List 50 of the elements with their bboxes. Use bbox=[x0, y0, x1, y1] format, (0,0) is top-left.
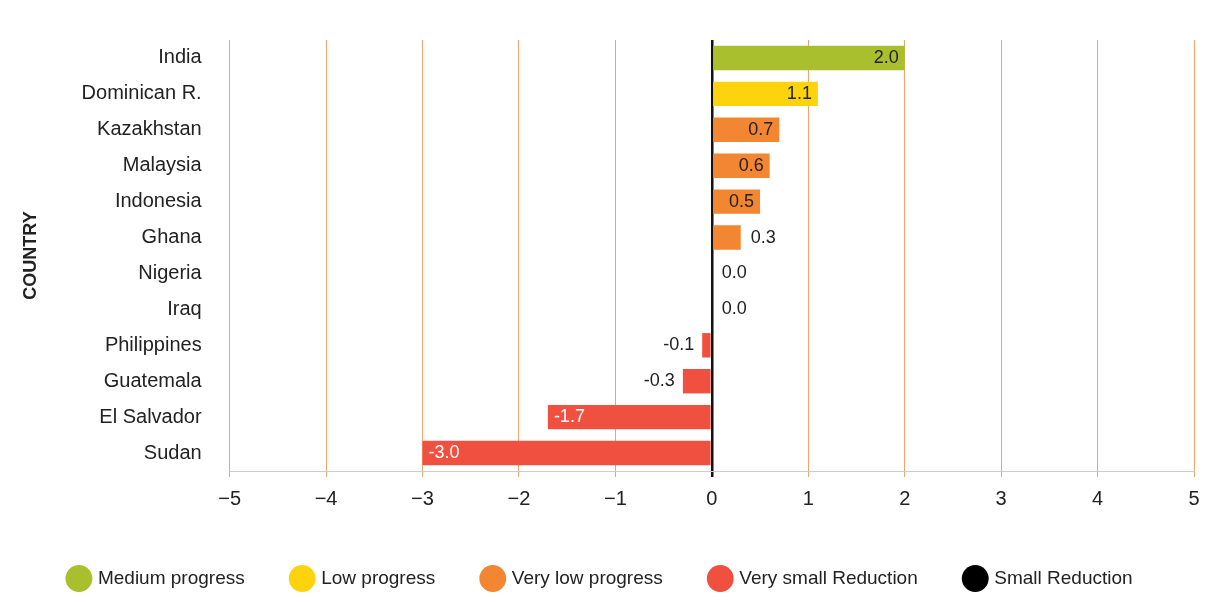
x-tick-label: −5 bbox=[218, 486, 242, 509]
bar bbox=[682, 369, 711, 394]
x-tick-label: −1 bbox=[603, 486, 627, 509]
x-tick-label: −2 bbox=[507, 486, 531, 509]
y-tick-label: Dominican R. bbox=[81, 81, 202, 104]
x-tick-label: 3 bbox=[995, 486, 1007, 509]
y-tick-label: India bbox=[158, 45, 203, 68]
x-tick-label: 2 bbox=[899, 486, 911, 509]
y-tick-label: El Salvador bbox=[99, 404, 202, 427]
legend-label: Very low progress bbox=[511, 566, 663, 588]
x-tick-label: 4 bbox=[1092, 486, 1104, 509]
bar bbox=[422, 440, 711, 466]
data-label: 2.0 bbox=[873, 46, 899, 67]
data-label: 0.3 bbox=[750, 226, 776, 247]
data-label: -3.0 bbox=[428, 442, 460, 463]
bar bbox=[713, 81, 818, 107]
legend-label: Low progress bbox=[321, 566, 436, 588]
x-tick-label: 1 bbox=[802, 486, 814, 509]
y-tick-label: Guatemala bbox=[103, 368, 203, 391]
y-tick-label: Ghana bbox=[141, 225, 203, 248]
legend-label: Small Reduction bbox=[994, 566, 1133, 588]
x-tick-label: −3 bbox=[411, 486, 434, 509]
legend-label: Medium progress bbox=[97, 566, 245, 588]
y-tick-label: Indonesia bbox=[114, 189, 203, 212]
data-label: -0.1 bbox=[663, 334, 695, 355]
y-axis-title: COUNTRY bbox=[19, 211, 40, 300]
x-tick-label: 5 bbox=[1188, 486, 1200, 509]
bar bbox=[713, 153, 770, 178]
data-label: 0.5 bbox=[729, 190, 755, 211]
x-tick-label: −4 bbox=[314, 486, 338, 509]
bar bbox=[713, 225, 741, 250]
y-tick-label: Malaysia bbox=[122, 153, 203, 176]
legend-label: Very small Reduction bbox=[739, 566, 918, 588]
y-tick-label: Kazakhstan bbox=[97, 117, 202, 140]
bar bbox=[702, 333, 711, 358]
data-label: 0.0 bbox=[721, 262, 747, 283]
y-tick-label: Iraq bbox=[167, 296, 202, 319]
data-label: 0.0 bbox=[721, 298, 747, 319]
data-label: -1.7 bbox=[553, 406, 585, 427]
data-label: 0.6 bbox=[738, 154, 764, 175]
bar bbox=[713, 45, 905, 71]
y-tick-label: Philippines bbox=[104, 332, 202, 355]
y-tick-label: Sudan bbox=[143, 440, 202, 463]
data-label: 0.7 bbox=[748, 118, 774, 139]
y-tick-label: Nigeria bbox=[138, 260, 203, 283]
bar bbox=[713, 117, 780, 142]
bar bbox=[547, 404, 711, 430]
data-label: -0.3 bbox=[643, 370, 675, 391]
x-tick-label: 0 bbox=[706, 486, 718, 509]
data-label: 1.1 bbox=[786, 82, 812, 103]
